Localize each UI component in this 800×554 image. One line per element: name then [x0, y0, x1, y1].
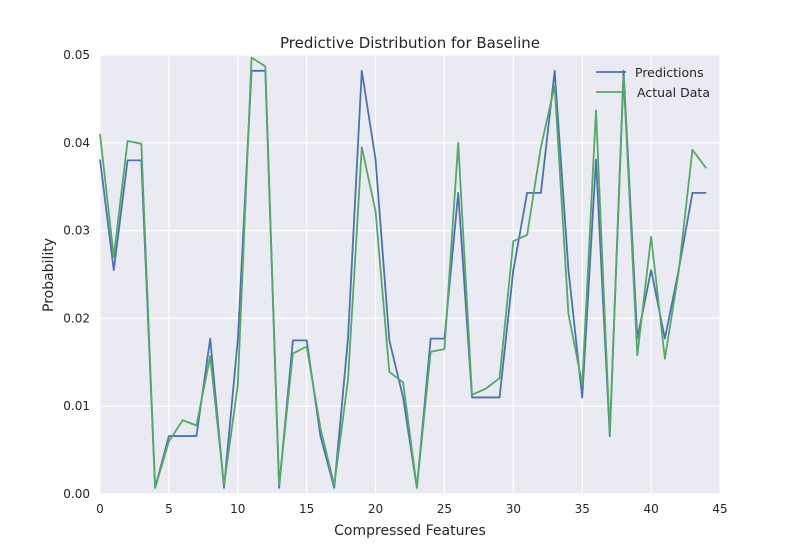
x-tick-labels: 0 5 10 15 20 25 30 35 40 45: [96, 502, 727, 516]
legend-label-predictions: Predictions: [635, 65, 704, 80]
x-axis-label: Compressed Features: [334, 523, 486, 539]
x-tick-label: 15: [299, 502, 314, 516]
y-tick-labels: 0.00 0.01 0.02 0.03 0.04 0.05: [63, 48, 90, 501]
series-line-actual-data: [99, 56, 707, 489]
x-tick-label: 0: [96, 502, 104, 516]
x-tick-label: 40: [643, 502, 658, 516]
y-tick-label: 0.02: [63, 311, 90, 325]
y-axis-label: Probability: [41, 238, 57, 312]
x-tick-label: 20: [368, 502, 383, 516]
x-tick-label: 30: [506, 502, 521, 516]
x-tick-label: 35: [575, 502, 590, 516]
x-tick-label: 10: [230, 502, 245, 516]
x-tick-label: 45: [712, 502, 727, 516]
legend: Predictions Actual Data: [596, 65, 710, 100]
grid: [99, 54, 721, 495]
legend-label-actual-data: Actual Data: [637, 85, 710, 100]
y-tick-label: 0.03: [63, 224, 90, 238]
series-lines: [99, 56, 707, 489]
x-tick-label: 25: [437, 502, 452, 516]
x-tick-label: 5: [165, 502, 173, 516]
y-tick-label: 0.04: [63, 136, 90, 150]
chart-title: Predictive Distribution for Baseline: [280, 34, 540, 52]
y-tick-label: 0.01: [63, 399, 90, 413]
y-tick-label: 0.05: [63, 48, 90, 62]
y-tick-label: 0.00: [63, 487, 90, 501]
